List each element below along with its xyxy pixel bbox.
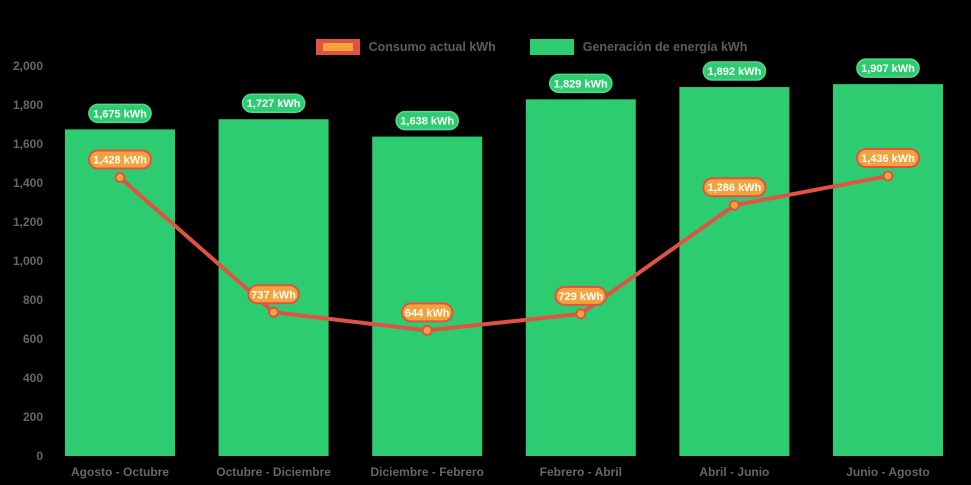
legend-label-generacion: Generación de energía kWh [582, 40, 748, 54]
legend-item-generacion[interactable]: Generación de energía kWh [529, 39, 748, 55]
line-series-swatch-icon [315, 39, 360, 55]
consumption-point-0[interactable] [114, 172, 126, 184]
consumption-point-5[interactable] [882, 170, 894, 182]
generation-bar-4[interactable] [679, 87, 790, 456]
y-axis-tick-label: 800 [23, 293, 43, 307]
x-axis-label-4: Abril - Junio [699, 465, 769, 479]
consumption-value-4-label: 1,286 kWh [707, 182, 761, 194]
consumption-value-2-label: 644 kWh [405, 307, 450, 319]
legend-label-consumo: Consumo actual kWh [368, 40, 496, 54]
generation-value-1-pill [241, 93, 306, 113]
consumption-value-1-pill [247, 284, 300, 305]
consumption-value-3-pill [554, 285, 608, 306]
generation-value-2-label: 1,638 kWh [400, 116, 454, 128]
consumption-value-5-label: 1,436 kWh [861, 153, 915, 165]
generation-value-4-pill [702, 61, 767, 81]
consumption-point-1[interactable] [268, 306, 280, 318]
y-axis-tick-label: 1,200 [13, 215, 43, 229]
line-series-swatch-inner [322, 43, 353, 51]
consumption-value-4-pill [702, 177, 767, 198]
consumption-value-2-pill [400, 302, 454, 323]
y-axis-tick-label: 600 [23, 332, 43, 346]
generation-value-3-pill [548, 73, 613, 94]
consumption-value-0-pill [87, 149, 153, 170]
x-axis-label-5: Junio - Agosto [846, 465, 930, 479]
y-axis-tick-label: 1,400 [13, 176, 43, 190]
x-axis-label-3: Febrero - Abril [540, 465, 622, 479]
consumption-point-4[interactable] [728, 199, 740, 211]
generation-value-3-label: 1,829 kWh [554, 78, 608, 90]
consumption-point-3[interactable] [575, 308, 587, 320]
generation-bar-0[interactable] [65, 129, 175, 456]
y-axis-tick-label: 1,800 [13, 98, 43, 112]
y-axis-tick-label: 2,000 [13, 59, 43, 73]
y-axis-tick-label: 400 [23, 371, 43, 385]
consumption-line [118, 173, 890, 333]
y-axis-tick-label: 0 [36, 449, 43, 463]
y-axis-tick-label: 1,600 [13, 137, 43, 151]
legend-item-consumo[interactable]: Consumo actual kWh [315, 39, 496, 55]
bar-series-swatch-icon [529, 39, 574, 55]
y-axis-tick-label: 200 [23, 410, 43, 424]
consumption-value-5-pill [855, 147, 921, 168]
generation-value-0-label: 1,675 kWh [93, 108, 147, 120]
generation-bar-3[interactable] [525, 99, 636, 456]
generation-value-1-label: 1,727 kWh [247, 98, 301, 110]
x-axis-label-0: Agosto - Octubre [71, 465, 169, 479]
x-axis-label-2: Diciembre - Febrero [371, 465, 484, 479]
consumption-point-2[interactable] [421, 324, 433, 336]
generation-value-4-label: 1,892 kWh [707, 66, 761, 78]
generation-value-0-pill [88, 103, 152, 124]
consumption-value-0-label: 1,428 kWh [93, 155, 147, 167]
generation-bar-2[interactable] [372, 136, 483, 456]
y-axis-tick-label: 1,000 [13, 254, 43, 268]
consumption-value-1-label: 737 kWh [251, 289, 296, 301]
generation-bar-5[interactable] [833, 84, 943, 456]
generation-value-5-pill [856, 58, 920, 78]
consumption-value-3-label: 729 kWh [558, 291, 603, 303]
generation-value-5-label: 1,907 kWh [861, 63, 915, 75]
legend: Consumo actual kWh Generación de energía… [46, 39, 971, 55]
x-axis-label-1: Octubre - Diciembre [216, 465, 331, 479]
generation-value-2-pill [395, 110, 460, 131]
